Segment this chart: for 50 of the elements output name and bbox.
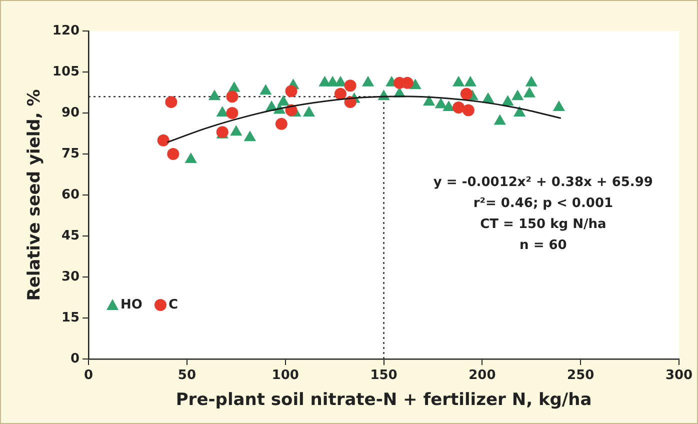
point [452,76,465,86]
point [184,152,197,163]
point [362,76,374,86]
y-tick-label: 120 [52,23,80,38]
y-tick-label: 30 [61,269,80,284]
point [216,106,228,116]
x-tick-label: 100 [272,368,299,384]
y-tick-label: 75 [61,146,80,162]
point [552,100,565,112]
point [434,98,447,108]
annotation: y = -0.0012x² + 0.38x + 65.99 [433,175,653,190]
point [260,84,272,95]
point [244,130,256,142]
y-tick-label: 105 [52,64,80,80]
x-tick-label: 0 [84,368,94,384]
point [464,76,476,86]
x-tick-label: 200 [468,368,496,384]
y-tick-label: 60 [61,187,80,202]
point [514,106,526,116]
legend-label: HO [120,297,142,312]
point [494,114,506,125]
y-axis-title: Relative seed yield, % [24,89,45,301]
point [442,100,455,112]
point [277,95,290,106]
y-tick-label: 45 [61,228,80,244]
annotation: CT = 150 kg N/ha [480,217,606,232]
point [462,104,474,116]
x-tick-label: 300 [665,368,693,384]
legend-label: C [168,297,178,312]
y-tick-label: 90 [61,105,80,120]
point [226,107,238,119]
point [208,90,221,100]
point [167,148,180,160]
point [525,76,538,86]
x-tick-label: 50 [178,368,196,384]
point [512,90,524,100]
point [157,134,170,146]
point [302,106,316,116]
y-tick-label: 15 [61,310,80,326]
point [230,125,242,136]
annotation: n = 60 [520,238,567,253]
point [275,118,288,130]
x-tick-label: 250 [567,368,594,384]
x-axis-title: Pre-plant soil nitrate-N + fertilizer N, kg/ha [176,390,592,410]
x-tick-label: 150 [370,368,398,384]
point [422,95,436,106]
point [502,95,514,106]
y-tick-label: 0 [70,351,80,366]
annotation: r²= 0.46; p < 0.001 [473,196,614,211]
point [523,86,536,98]
